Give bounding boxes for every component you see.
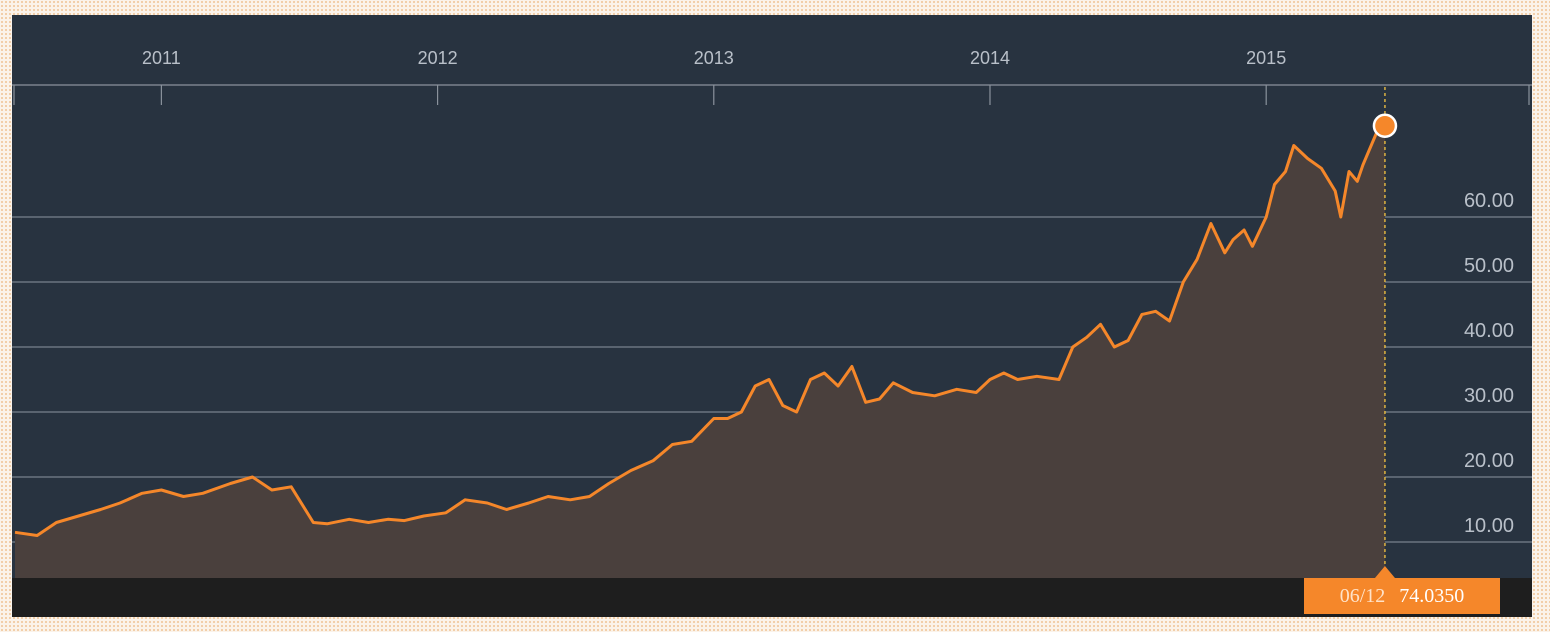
- x-tick-label: 2012: [418, 48, 458, 68]
- price-chart: 2011 2012 2013 2014 2015 10.00 20.00 30.00 40.0…: [12, 48, 1532, 617]
- x-tick-label: 2011: [142, 48, 181, 68]
- area-layer: [14, 124, 1386, 578]
- bottom-band: [12, 578, 1532, 617]
- y-tick-label: 60.00: [1464, 190, 1514, 212]
- cursor-layer[interactable]: [1372, 87, 1398, 578]
- x-tick-label: 2014: [970, 48, 1010, 68]
- x-tick-label: 2013: [694, 48, 734, 68]
- price-line: [14, 124, 1386, 537]
- y-tick-label: 40.00: [1464, 320, 1514, 342]
- chart-frame: 2011 2012 2013 2014 2015 10.00 20.00 30.00 40.0…: [12, 15, 1532, 617]
- y-axis-labels: 10.00 20.00 30.00 40.00 50.00 60.00: [1464, 190, 1514, 537]
- tag-pointer: [1374, 566, 1395, 578]
- y-tick-label: 20.00: [1464, 450, 1514, 472]
- price-tag-date: 06/12: [1339, 584, 1386, 607]
- x-tick-label: 2015: [1246, 48, 1286, 68]
- endpoint-marker[interactable]: [1372, 113, 1398, 139]
- price-tag: 06/12 74.0350: [1304, 578, 1500, 614]
- y-tick-label: 50.00: [1464, 255, 1514, 277]
- y-tick-label: 10.00: [1464, 515, 1514, 537]
- price-area: [15, 126, 1385, 578]
- price-tag-value: 74.0350: [1399, 584, 1465, 607]
- x-axis: 2011 2012 2013 2014 2015: [12, 48, 1532, 105]
- y-tick-label: 30.00: [1464, 385, 1514, 407]
